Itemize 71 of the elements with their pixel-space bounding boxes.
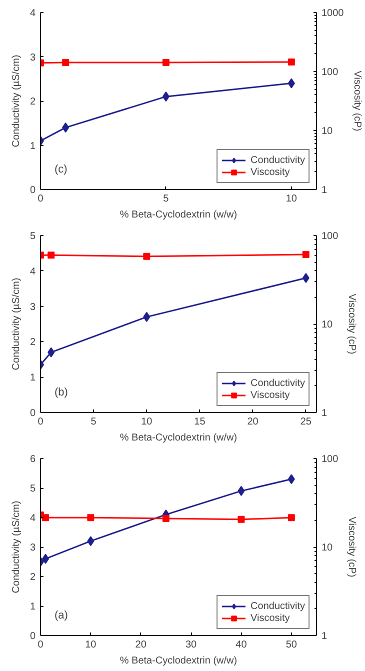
y-tick-label: 1: [30, 372, 36, 384]
y-tick-label: 3: [30, 542, 36, 554]
y-tick-label: 4: [30, 8, 36, 19]
y2-tick-label: 10: [322, 542, 334, 554]
y-tick-label: 0: [30, 408, 36, 419]
point: [162, 92, 170, 102]
x-tick-label: 25: [300, 416, 312, 428]
y2-tick-label: 1000: [322, 8, 344, 19]
legend-label: Viscosity: [250, 166, 290, 178]
x-tick-label: 50: [286, 640, 298, 650]
point: [62, 122, 70, 133]
annotation: (a): [54, 610, 68, 622]
point: [143, 312, 150, 322]
y-axis-title: Conductivity (µS/cm): [10, 500, 22, 594]
y-tick-label: 0: [30, 631, 36, 642]
y2-tick-label: 1: [322, 408, 328, 419]
y-tick-label: 2: [30, 96, 36, 108]
y2-axis-title: Viscosity (cP): [346, 294, 358, 354]
y-tick-label: 4: [30, 266, 36, 278]
point: [238, 486, 245, 496]
x-tick-label: 5: [90, 416, 97, 428]
legend-label: Conductivity: [250, 154, 305, 166]
x-tick-label: 0: [38, 640, 44, 650]
y-axis-title: Conductivity (µS/cm): [10, 54, 22, 148]
x-axis-title: % Beta-Cyclodextrin (w/w): [120, 656, 238, 666]
y-axis-title: Conductivity (µS/cm): [10, 278, 22, 370]
x-tick-label: 10: [85, 640, 97, 650]
y-tick-label: 1: [30, 140, 36, 152]
annotation: (b): [54, 386, 68, 398]
legend-label: Conductivity: [250, 377, 305, 389]
y-tick-label: 6: [30, 454, 36, 465]
y-tick-label: 4: [30, 513, 36, 524]
y-tick-label: 2: [30, 337, 36, 348]
x-tick-label: 40: [236, 640, 248, 650]
legend-label: Conductivity: [250, 600, 305, 612]
x-tick-label: 5: [163, 194, 170, 204]
y-tick-label: 5: [30, 484, 36, 494]
y-tick-label: 2: [30, 572, 36, 583]
legend-label: Viscosity: [250, 389, 290, 401]
y-tick-label: 0: [30, 185, 36, 196]
x-tick-label: 10: [141, 416, 153, 428]
y2-axis-title: Viscosity (cP): [346, 516, 358, 578]
y-tick-label: 3: [30, 52, 36, 64]
point: [48, 347, 55, 358]
x-tick-label: 15: [194, 416, 206, 428]
y2-tick-label: 100: [322, 67, 339, 78]
y2-tick-label: 10: [322, 320, 334, 330]
x-tick-label: 0: [38, 194, 44, 204]
y2-tick-label: 100: [322, 454, 339, 465]
point: [302, 272, 310, 283]
y2-tick-label: 10: [322, 126, 334, 137]
point: [87, 536, 94, 546]
legend-label: Viscosity: [250, 612, 290, 624]
point: [42, 554, 50, 564]
y2-tick-label: 1: [322, 631, 328, 642]
x-tick-label: 10: [286, 194, 298, 204]
annotation: (c): [54, 164, 68, 176]
y2-tick-label: 1: [322, 185, 328, 196]
y2-axis-title: Viscosity (cP): [352, 70, 363, 132]
y2-tick-label: 100: [322, 231, 339, 242]
point: [288, 78, 295, 88]
y-tick-label: 5: [30, 231, 36, 242]
x-tick-label: 0: [38, 416, 44, 428]
x-axis-title: % Beta-Cyclodextrin (w/w): [120, 210, 238, 220]
x-tick-label: 20: [135, 640, 147, 650]
y-tick-label: 1: [30, 602, 36, 612]
x-tick-label: 20: [247, 416, 259, 428]
point: [288, 474, 295, 484]
x-tick-label: 30: [185, 640, 198, 650]
x-axis-title: % Beta-Cyclodextrin (w/w): [120, 432, 238, 444]
y-tick-label: 3: [30, 302, 36, 313]
